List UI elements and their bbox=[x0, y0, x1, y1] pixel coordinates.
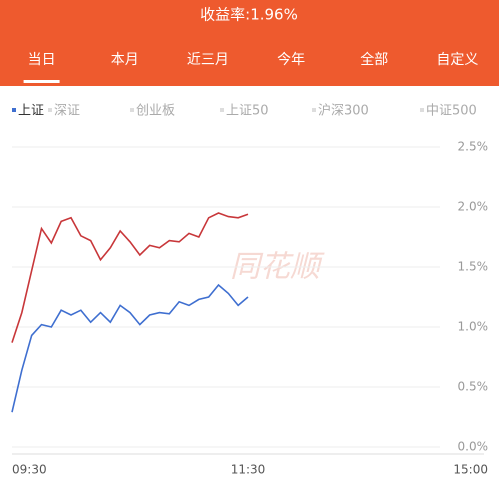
index-dot bbox=[48, 108, 52, 112]
y-tick-label: 2.5% bbox=[458, 140, 489, 154]
header-bar bbox=[0, 0, 499, 86]
index-tab[interactable]: 中证500 bbox=[426, 104, 477, 119]
period-tab[interactable]: 全部 bbox=[360, 51, 388, 68]
header-title: 收益率:1.96% bbox=[200, 6, 298, 24]
x-tick-label: 15:00 bbox=[453, 463, 488, 477]
series-line bbox=[11, 212, 249, 343]
index-dot bbox=[312, 108, 316, 112]
x-tick-label: 09:30 bbox=[12, 463, 47, 477]
y-tick-label: 1.5% bbox=[458, 260, 489, 274]
y-tick-label: 2.0% bbox=[458, 200, 489, 214]
series-line bbox=[11, 283, 249, 413]
period-tab[interactable]: 当日 bbox=[28, 52, 56, 68]
y-tick-label: 1.0% bbox=[458, 320, 489, 334]
period-tab[interactable]: 本月 bbox=[111, 52, 139, 68]
tab-underline bbox=[23, 80, 60, 83]
index-dot bbox=[220, 108, 224, 112]
index-tab[interactable]: 沪深300 bbox=[318, 103, 369, 119]
period-tab[interactable]: 自定义 bbox=[436, 52, 478, 68]
index-tab[interactable]: 上证 bbox=[18, 104, 44, 119]
index-tab[interactable]: 上证50 bbox=[226, 104, 269, 119]
x-tick-label: 11:30 bbox=[231, 463, 266, 477]
y-tick-label: 0.5% bbox=[458, 380, 489, 394]
y-tick-label: 0.0% bbox=[458, 440, 489, 454]
index-tab[interactable]: 创业板 bbox=[136, 104, 175, 119]
period-tab[interactable]: 今年 bbox=[277, 52, 305, 68]
index-tab[interactable]: 深证 bbox=[54, 104, 80, 119]
period-tab[interactable]: 近三月 bbox=[187, 52, 229, 68]
index-dot bbox=[130, 108, 134, 112]
index-dot bbox=[12, 108, 16, 112]
index-dot bbox=[420, 108, 424, 112]
